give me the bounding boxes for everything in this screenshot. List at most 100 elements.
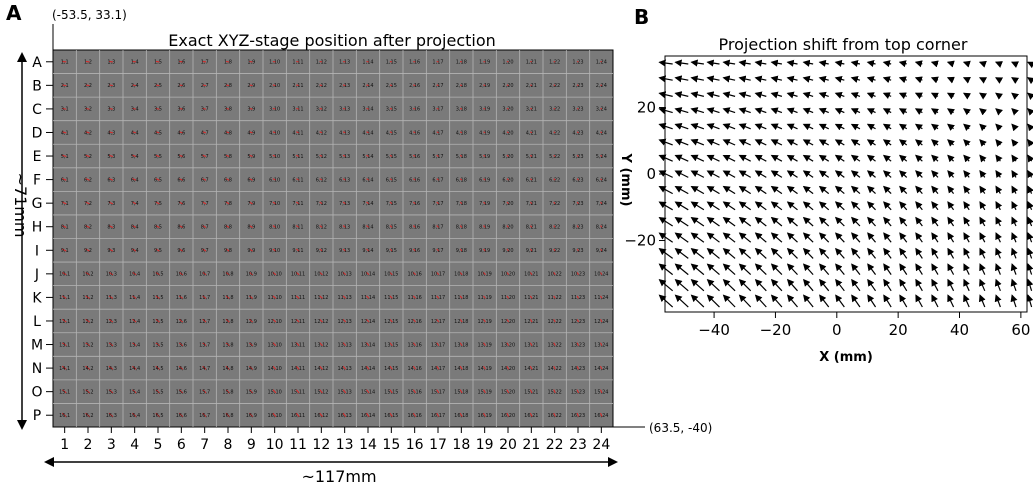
plate-well: 13,7 bbox=[199, 342, 210, 348]
well-label: 4,9 bbox=[247, 130, 255, 136]
quiver-arrow bbox=[738, 232, 752, 243]
well-shift-marker bbox=[319, 84, 323, 87]
well-label: 4,2 bbox=[84, 130, 92, 136]
plate-well: 15,23 bbox=[571, 389, 585, 395]
quiver-arrow bbox=[834, 75, 845, 83]
well-label: 7,14 bbox=[362, 201, 373, 207]
quiver-arrow bbox=[883, 263, 892, 275]
plate-well: 15,17 bbox=[431, 389, 445, 395]
well-label: 10,9 bbox=[246, 272, 257, 278]
plate-well: 15,18 bbox=[454, 389, 468, 395]
quiver-arrow bbox=[851, 263, 861, 275]
plate-well: 15,2 bbox=[82, 389, 94, 395]
row-label: A bbox=[32, 55, 42, 71]
well-shift-marker bbox=[599, 389, 603, 394]
plate-well: 6,1 bbox=[61, 177, 69, 183]
plate-well: 3,5 bbox=[154, 107, 162, 113]
plate-well: 6,13 bbox=[339, 177, 350, 183]
column-label: 2 bbox=[84, 437, 93, 453]
quiver-arrow bbox=[1010, 247, 1018, 259]
well-label: 9,16 bbox=[409, 248, 420, 254]
well-label: 12,21 bbox=[524, 319, 538, 325]
well-shift-marker bbox=[506, 295, 510, 299]
plate-well: 10,10 bbox=[268, 272, 282, 278]
quiver-arrow bbox=[754, 139, 767, 146]
well-label: 3,3 bbox=[107, 107, 115, 113]
plate-well: 9,3 bbox=[107, 248, 115, 254]
quiver-arrow bbox=[946, 108, 955, 116]
well-label: 6,21 bbox=[526, 177, 537, 183]
quiver-arrow bbox=[995, 77, 1004, 84]
plate-well: 10,14 bbox=[361, 272, 375, 278]
well-shift-marker bbox=[178, 389, 184, 394]
well-label: 14,19 bbox=[478, 366, 492, 372]
quiver-arrow bbox=[947, 170, 955, 178]
quiver-arrow bbox=[658, 279, 674, 292]
plate-well: 2,14 bbox=[362, 83, 373, 89]
well-shift-marker bbox=[249, 248, 253, 252]
quiver-arrow bbox=[979, 123, 987, 132]
plate-well: 3,23 bbox=[572, 107, 583, 113]
well-shift-marker bbox=[483, 201, 486, 205]
well-shift-marker bbox=[459, 178, 463, 181]
well-label: 1,9 bbox=[247, 60, 255, 66]
well-shift-marker bbox=[319, 107, 323, 110]
well-label: 4,16 bbox=[409, 130, 420, 136]
plate-well: 3,18 bbox=[456, 107, 467, 113]
plate-well: 6,20 bbox=[502, 177, 513, 183]
plate-well: 9,14 bbox=[362, 248, 373, 254]
well-shift-marker bbox=[436, 272, 440, 276]
plate-well: 1,7 bbox=[201, 60, 209, 66]
quiver-arrow bbox=[995, 139, 1003, 147]
well-label: 1,18 bbox=[456, 60, 467, 66]
well-shift-marker bbox=[553, 178, 556, 181]
plate-well: 5,20 bbox=[502, 154, 513, 160]
quiver-arrow bbox=[899, 263, 908, 275]
well-label: 15,21 bbox=[524, 389, 538, 395]
well-shift-marker bbox=[155, 60, 160, 63]
quiver-arrow bbox=[835, 247, 845, 259]
well-shift-marker bbox=[179, 154, 183, 158]
well-label: 11,10 bbox=[268, 295, 282, 301]
well-label: 7,10 bbox=[269, 201, 280, 207]
well-shift-marker bbox=[272, 412, 277, 417]
well-label: 8,16 bbox=[409, 225, 420, 231]
plate-well: 10,7 bbox=[199, 272, 210, 278]
plate-well: 8,24 bbox=[596, 225, 607, 231]
quiver-arrow bbox=[770, 91, 783, 99]
quiver-arrow bbox=[738, 75, 751, 83]
quiver-arrow bbox=[995, 201, 1003, 211]
plate-well: 16,19 bbox=[478, 412, 492, 419]
quiver-arrow bbox=[835, 263, 845, 275]
well-label: 4,14 bbox=[362, 130, 373, 136]
plate-well: 4,13 bbox=[339, 130, 350, 136]
plate-well: 3,22 bbox=[549, 107, 560, 113]
well-shift-marker bbox=[319, 201, 323, 205]
y-tick-label: 0 bbox=[646, 165, 656, 183]
quiver-arrow bbox=[1026, 232, 1033, 243]
well-shift-marker bbox=[132, 342, 137, 347]
well-label: 15,6 bbox=[176, 389, 187, 395]
well-shift-marker bbox=[389, 248, 393, 252]
well-shift-marker bbox=[366, 389, 370, 394]
column-label: 8 bbox=[224, 437, 233, 453]
column-label: 22 bbox=[546, 437, 564, 453]
column-labels: 1 2 3 4 5 6 7 8 9 10 11 12 13 14 15 16 17 18 19 20 21 22 23 24 bbox=[60, 427, 610, 453]
well-shift-marker bbox=[436, 295, 440, 299]
quiver-arrow bbox=[867, 201, 876, 211]
well-label: 1,3 bbox=[107, 60, 115, 66]
quiver-arrow bbox=[931, 185, 939, 194]
well-shift-marker bbox=[366, 154, 370, 158]
quiver-arrow bbox=[818, 91, 829, 99]
row-label: G bbox=[32, 196, 43, 212]
plate-well: 8,22 bbox=[549, 225, 560, 231]
plate-well: 1,6 bbox=[177, 60, 185, 66]
well-shift-marker bbox=[342, 178, 346, 181]
plate-well: 14,11 bbox=[291, 365, 305, 372]
y-axis-ticks: 200−20 bbox=[624, 99, 665, 250]
well-shift-marker bbox=[132, 84, 137, 87]
row-label: I bbox=[35, 243, 39, 259]
well-shift-marker bbox=[553, 131, 556, 134]
well-shift-marker bbox=[436, 342, 440, 347]
